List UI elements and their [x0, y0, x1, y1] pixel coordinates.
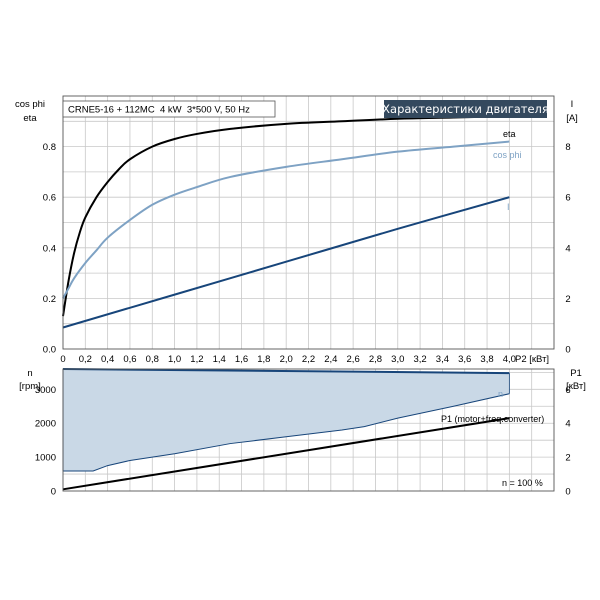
bottom-plot-frame	[62, 368, 555, 492]
cosphi-curve	[62, 140, 510, 299]
chart-title: Характеристики двигателя	[382, 102, 549, 116]
y-tick-left: 0.0	[43, 345, 56, 356]
right-axis-label-a: [A]	[566, 113, 578, 124]
y-tick-left-bottom: 2000	[35, 419, 56, 430]
speed-annotation: n = 100 %	[502, 478, 543, 488]
p1-line	[62, 417, 510, 491]
top-series	[62, 115, 510, 329]
y-tick-right-bottom: 2	[565, 453, 570, 464]
x-tick: 0,2	[79, 354, 92, 365]
left-axis-label-eta: eta	[23, 113, 37, 124]
bottom-right-label-kw: [кВт]	[566, 381, 586, 392]
series-label-i: I	[507, 202, 510, 212]
current-line	[62, 196, 510, 329]
y-tick-right: 6	[565, 193, 570, 204]
x-tick: 2,0	[280, 354, 293, 365]
speed-max-line	[62, 368, 510, 375]
x-tick: 1,8	[257, 354, 270, 365]
y-tick-left: 0.4	[43, 243, 56, 254]
y-tick-left: 0.8	[43, 142, 56, 153]
eta-curve	[62, 115, 510, 317]
x-tick: 4,0	[503, 354, 516, 365]
right-axis-label-i: I	[571, 99, 574, 110]
y-tick-left-bottom: 0	[51, 487, 56, 498]
x-tick: 1,0	[168, 354, 181, 365]
x-tick: 3,0	[391, 354, 404, 365]
speed-min-line	[63, 393, 510, 472]
y-tick-right: 8	[565, 142, 570, 153]
x-axis-label: P2 [кВт]	[515, 354, 549, 365]
y-tick-left: 0.2	[43, 294, 56, 305]
y-tick-right: 0	[565, 345, 570, 356]
y-tick-left-bottom: 1000	[35, 453, 56, 464]
speed-range-area	[63, 369, 510, 472]
axis-ticks: 0.0 0.2 0.4 0.6 0.8 0 2 4 6 8 0 0,2 0,4 0,6 0,8 1,0 1,2 1…	[35, 142, 571, 497]
left-axis-label-cosphi: cos phi	[15, 99, 45, 110]
x-tick: 0,4	[101, 354, 114, 365]
x-tick: 1,4	[213, 354, 226, 365]
x-tick: 3,2	[413, 354, 426, 365]
x-tick: 3,4	[436, 354, 449, 365]
title-box	[384, 100, 547, 118]
x-tick: 3,6	[458, 354, 471, 365]
y-tick-right-bottom: 4	[565, 419, 570, 430]
x-tick: 2,8	[369, 354, 382, 365]
series-label-cosphi: cos phi	[493, 150, 522, 160]
y-tick-right-bottom: 6	[565, 385, 570, 396]
pump-info-box	[62, 100, 276, 118]
x-tick: 2,2	[302, 354, 315, 365]
series-label-eta: eta	[503, 129, 516, 139]
x-tick: 3,8	[480, 354, 493, 365]
bottom-right-label-p1: P1	[570, 368, 582, 379]
x-tick: 2,4	[324, 354, 337, 365]
x-tick: 2,6	[347, 354, 360, 365]
x-tick: 1,2	[190, 354, 203, 365]
y-tick-right: 4	[565, 243, 570, 254]
y-tick-left: 0.6	[43, 193, 56, 204]
top-plot-frame	[62, 95, 555, 350]
x-tick: 0,6	[123, 354, 136, 365]
x-tick: 0,8	[146, 354, 159, 365]
series-label-n: n	[498, 389, 503, 399]
y-tick-right: 2	[565, 294, 570, 305]
top-grid	[63, 96, 554, 349]
bottom-series	[62, 368, 510, 491]
pump-info-text: CRNE5-16 + 112MC 4 kW 3*500 V, 50 Hz	[68, 105, 250, 116]
y-tick-right-bottom: 0	[565, 487, 570, 498]
bottom-left-label-n: n	[27, 368, 32, 379]
x-tick: 1,6	[235, 354, 248, 365]
bottom-left-label-rpm: [rpm]	[19, 381, 41, 392]
series-label-p1: P1 (motor+freq.converter)	[441, 414, 544, 424]
y-tick-left-bottom: 3000	[35, 385, 56, 396]
x-tick: 0	[60, 354, 65, 365]
